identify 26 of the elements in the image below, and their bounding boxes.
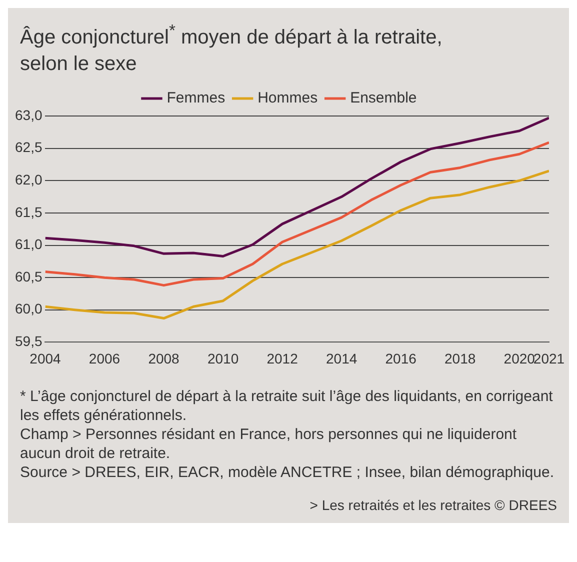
x-tick-label: 2020 — [504, 350, 536, 366]
chart-title: Âge conjoncturel$^{*}$ moyen de départ à la retraite, selon le sexe — [20, 21, 442, 75]
y-tick-label: 62,0 — [15, 171, 42, 188]
x-tick-label: 2014 — [326, 350, 358, 366]
y-tick-label: 60,0 — [15, 300, 42, 316]
y-tick-label: 61,5 — [15, 203, 42, 220]
x-tick-label: 2018 — [444, 350, 476, 366]
text: > Les retraités et les retraites © DREES — [308, 496, 557, 515]
text: * L’âge conjoncturel de départ à la retraite suit l’âge des liquidants, en corrigeant les effets générationnels. — [20, 386, 554, 425]
y-tick-label: 59,5 — [15, 332, 42, 349]
y-tick-label: 63,0 — [15, 106, 42, 123]
y-tick-label: 61,0 — [15, 236, 42, 252]
y-tick-label: 60,5 — [15, 268, 42, 284]
x-tick-label: 2021 — [533, 350, 565, 366]
legend-label: Hommes — [258, 89, 318, 106]
y-tick-label: 62,5 — [15, 138, 42, 155]
source-note: Source > DREES, EIR, EACR, modèle ANCETRE ; Insee, bilan démographique. — [20, 462, 556, 482]
x-tick-label: 2012 — [266, 350, 298, 366]
x-tick-label: 2016 — [385, 350, 417, 366]
legend-label: Femmes — [166, 89, 226, 106]
legend-label: Ensemble — [350, 89, 417, 106]
x-tick-label: 2008 — [148, 350, 180, 366]
x-tick-label: 2010 — [207, 350, 239, 366]
x-tick-label: 2006 — [88, 350, 120, 366]
x-tick-label: 2004 — [30, 350, 62, 366]
text: Champ > Personnes résidant en France, hors personnes qui ne liquideront aucun droit de retraite. — [20, 424, 518, 463]
